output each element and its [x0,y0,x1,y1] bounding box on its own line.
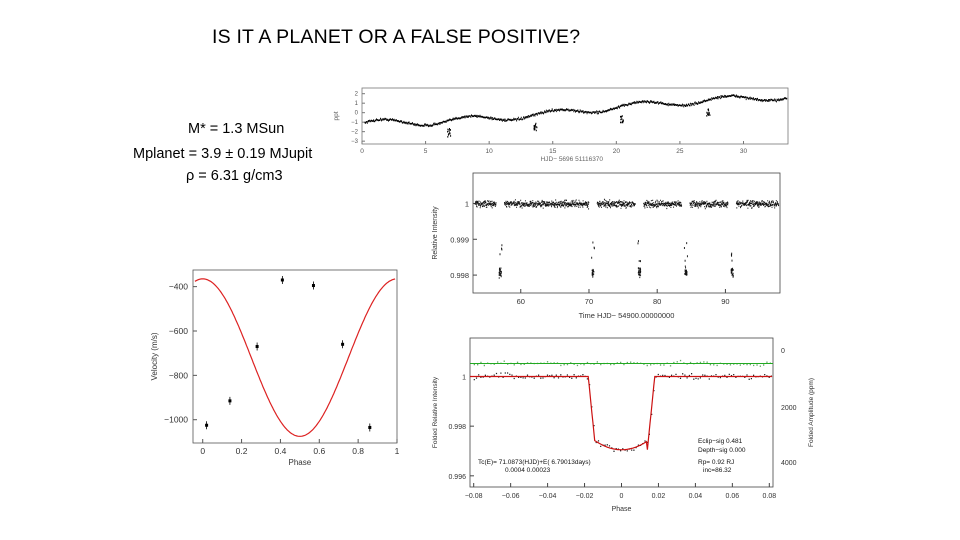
radial-velocity-chart: 0 0.2 0.4 0.6 0.8 1 −400 −600 −800 −1000 Phase Velo… [150,269,400,467]
x-axis-label: HJD− 5696 51116370 [541,156,604,163]
transit-dip-points [706,108,711,117]
x-tick-label: 80 [653,297,661,306]
x-tick-label: 70 [585,297,593,306]
y-tick-label: −800 [169,370,188,380]
y-tick-label: 2 [355,92,359,98]
photometry-points [474,198,780,210]
x-tick-label: 0 [620,493,624,500]
y-tick-label: −1 [351,120,359,126]
y-axis-label: Folded Relative Intensity [432,376,439,448]
transit-dip-points [447,128,452,138]
x-tick-label: 0 [200,446,205,456]
x-tick-label: 0.4 [275,446,287,456]
y-tick-label: 0.996 [448,474,466,481]
x-tick-label: 0 [360,148,364,155]
tc-error-annotation: 0.0004 0.00023 [505,467,551,474]
rv-point [341,342,345,346]
transit-dip-points [620,115,624,124]
planet-mass: Mplanet = 3.9 ± 0.19 MJupit [133,146,313,162]
y-tick-label: 0.998 [450,271,469,280]
x-tick-label: 20 [613,148,621,155]
y-tick-label: −400 [169,282,188,292]
rv-point [368,425,372,429]
tc-annotation: Tc(E)= 71.0873(HJD)+E( 6.79013days) [478,459,591,466]
plot-frame [192,269,398,444]
transit-series-chart: 60 70 80 90 1 0.999 0.998 Time HJD− 54900.00000… [432,172,781,320]
rv-point [280,278,284,282]
y-tick-label: 0 [355,111,359,117]
x-axis-label: Phase [612,506,632,513]
x-tick-label: −0.06 [502,493,520,500]
rv-point [228,399,232,403]
x-tick-label: 90 [721,297,729,306]
planet-density: ρ = 6.31 g/cm3 [186,168,283,184]
x-tick-label: 0.8 [352,446,364,456]
y-tick-label: −3 [351,139,359,145]
y-tick-label: −600 [169,326,188,336]
x-tick-label: 30 [740,148,748,155]
x-tick-label: 60 [517,297,525,306]
y-tick-label: 0.998 [448,424,466,431]
y-axis-label: Velocity (m/s) [150,332,159,380]
rv-model-curve [194,278,396,437]
transit-points [591,241,595,278]
x-axis-label: Time HJD− 54900.00000000 [579,311,675,320]
x-tick-label: 1 [395,446,400,456]
y-tick-label: 0.999 [450,235,469,244]
transit-points [683,242,688,276]
x-tick-label: 0.6 [313,446,325,456]
x-axis-label: Phase [289,458,312,467]
x-tick-label: 5 [424,148,428,155]
x-tick-label: 0.06 [726,493,740,500]
x-tick-label: 0.04 [689,493,703,500]
folded-transit-chart: −0.08 −0.06 −0.04 −0.02 0 0.02 0.04 0.06 0.08 1 0.… [432,337,815,513]
x-tick-label: −0.08 [465,493,483,500]
stellar-mass: M* = 1.3 MSun [188,121,285,137]
transit-model-curve [470,375,773,451]
x-tick-label: 0.2 [236,446,248,456]
right-tick-label: 0 [781,348,785,355]
y-tick-label: −1000 [164,415,188,425]
rv-point [205,423,209,427]
plot-frame [361,87,789,145]
rv-point [255,345,259,349]
lightcurve-points [364,94,788,128]
inc-annotation: inc=86.32 [703,467,732,474]
transit-points [498,244,503,279]
y-tick-label: −2 [351,130,359,136]
x-tick-label: 15 [549,148,557,155]
y-axis-label: Relative Intensity [432,206,439,260]
y-axis-label: ppt [333,111,340,120]
transit-points [730,252,734,278]
y-tick-label: 1 [355,101,359,107]
right-axis-label: Folded Amplitude (ppm) [808,378,815,447]
transit-points [637,240,642,279]
x-tick-label: −0.02 [576,493,594,500]
slide-title: IS IT A PLANET OR A FALSE POSITIVE? [212,26,581,48]
x-tick-label: −0.04 [539,493,557,500]
right-tick-label: 2000 [781,405,797,412]
x-tick-label: 0.02 [652,493,666,500]
x-tick-label: 10 [486,148,494,155]
y-tick-label: 1 [462,374,466,381]
transit-dip-points [533,122,538,132]
rv-point [311,284,315,288]
x-tick-label: 0.08 [762,493,776,500]
depth-sig-annotation: Depth−sig 0.000 [698,447,746,454]
plot-frame [472,172,781,294]
x-tick-label: 25 [676,148,684,155]
y-tick-label: 1 [465,199,469,208]
right-tick-label: 4000 [781,460,797,467]
eclipse-sig-annotation: Eclip−sig 0.481 [698,438,743,445]
rp-annotation: Rp= 0.92 RJ [698,459,734,466]
